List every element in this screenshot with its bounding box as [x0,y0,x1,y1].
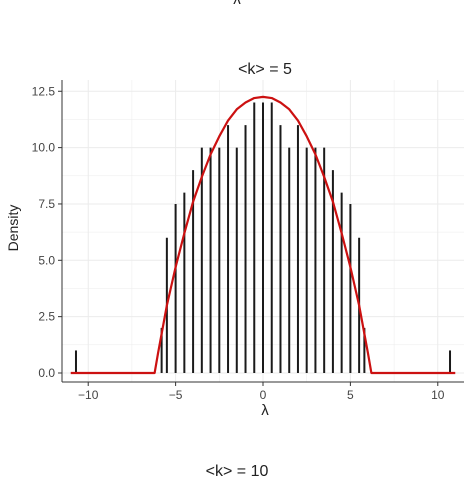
x-tick-label: 0 [260,388,267,402]
x-tick-label: 10 [431,388,445,402]
bottom-chart-title-fragment: <k> = 10 [205,463,269,480]
y-tick-label: 0.0 [38,366,55,380]
y-tick-label: 10.0 [32,141,56,155]
x-axis-label: λ [261,402,269,419]
x-tick-labels: −10 −5 0 5 10 [78,382,445,402]
density-curve-series [70,95,456,375]
y-tick-label: 5.0 [38,253,55,267]
density-curve-line [70,95,456,375]
x-tick-label: −5 [169,388,183,402]
chart-title: <k> = 5 [238,61,292,78]
y-tick-labels: 0.0 2.5 5.0 7.5 10.0 12.5 [32,84,62,380]
top-axis-label-fragment: λ [0,0,474,8]
y-axis-label: Density [5,205,21,252]
y-tick-label: 7.5 [38,197,55,211]
y-tick-label: 2.5 [38,310,55,324]
y-tick-label: 12.5 [32,84,56,98]
x-tick-label: 5 [347,388,354,402]
x-tick-label: −10 [78,388,99,402]
